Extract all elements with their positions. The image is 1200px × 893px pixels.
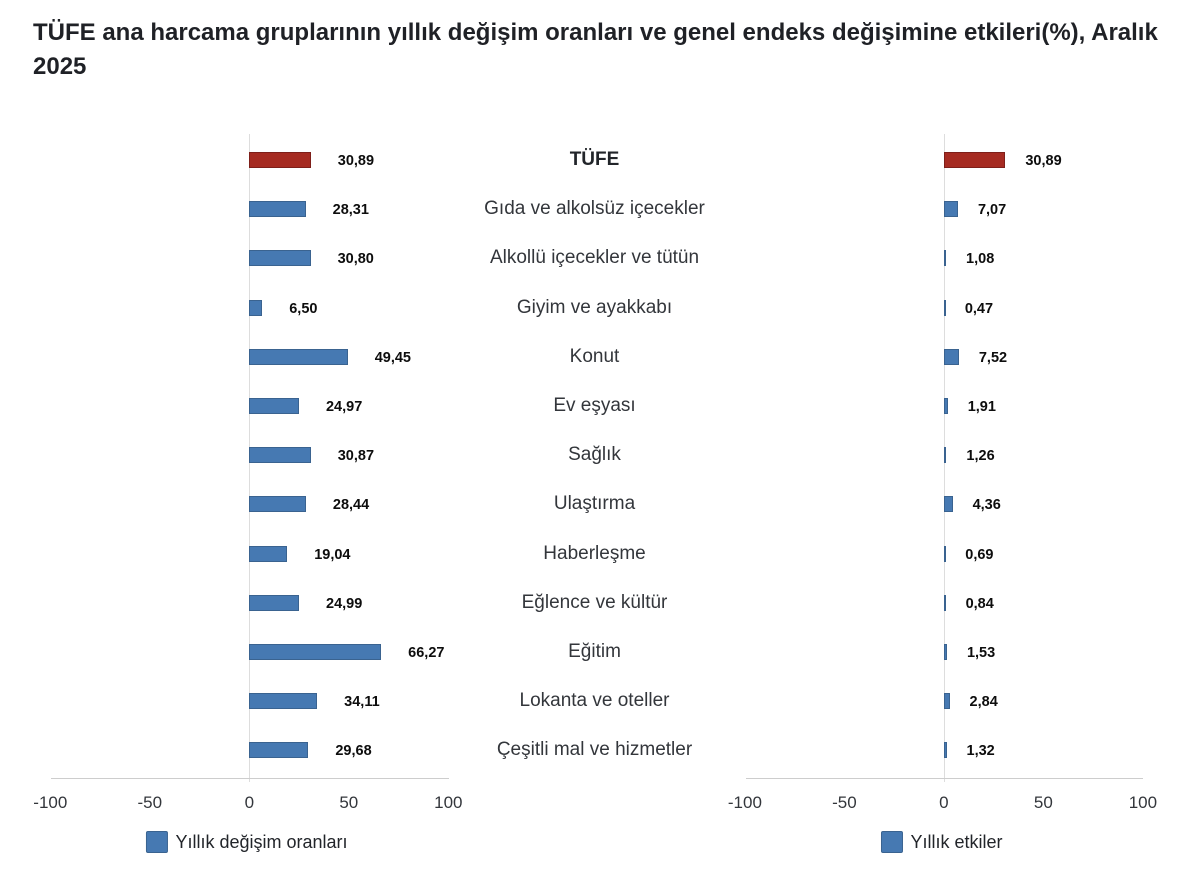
value-label-effects-lokanta-ve-oteller: 2,84 (969, 694, 998, 711)
category-label-cesitli-mal-ve-hizmetler: Çeşitli mal ve hizmetler (496, 739, 693, 761)
x-tick-label-effects: -50 (832, 793, 857, 812)
category-label-ulastirma: Ulaştırma (553, 493, 636, 515)
value-label-rates-saglik: 30,87 (337, 448, 375, 465)
x-tick-label-effects: 100 (1128, 793, 1158, 812)
bar-rates-saglik (249, 447, 311, 464)
legend-effects: Yıllık etkiler (880, 831, 1003, 853)
x-tick-label-effects: -100 (727, 793, 762, 812)
legend-label-effects: Yıllık etkiler (910, 831, 1003, 852)
bar-rates-eglence-ve-kultur (249, 594, 300, 611)
category-label-tufe: TÜFE (569, 148, 620, 170)
value-label-rates-giyim-ve-ayakkabi: 6,50 (289, 300, 318, 317)
value-label-effects-ulastirma: 4,36 (972, 497, 1001, 514)
bar-rates-tufe (249, 151, 311, 168)
legend-label-rates: Yıllık değişim oranları (175, 831, 348, 852)
category-label-ev-esyasi: Ev eşyası (553, 394, 636, 416)
bar-effects-ev-esyasi (943, 397, 948, 414)
category-label-konut: Konut (569, 345, 620, 367)
bar-effects-tufe (943, 151, 1006, 168)
value-label-effects-egitim: 1,53 (966, 644, 996, 661)
bar-effects-lokanta-ve-oteller (943, 693, 950, 710)
value-label-rates-haberlesme: 19,04 (314, 546, 351, 563)
x-tick-label-effects: 50 (1033, 793, 1053, 812)
category-label-gida-ve-alkolsuz-icecekler: Gıda ve alkolsüz içecekler (484, 198, 705, 220)
category-label-alkollu-icecekler-ve-tutun: Alkollü içecekler ve tütün (489, 247, 700, 269)
value-label-rates-konut: 49,45 (374, 349, 411, 366)
value-label-effects-konut: 7,52 (978, 349, 1008, 366)
value-label-rates-lokanta-ve-oteller: 34,11 (344, 694, 380, 711)
bar-effects-konut (943, 348, 959, 365)
value-label-effects-alkollu-icecekler-ve-tutun: 1,08 (966, 251, 995, 268)
value-label-effects-haberlesme: 0,69 (965, 546, 994, 563)
x-tick-label-rates: 100 (434, 793, 463, 812)
bar-rates-egitim (249, 643, 382, 660)
bar-effects-giyim-ve-ayakkabi (943, 299, 946, 316)
x-tick-label-effects: 0 (939, 793, 949, 812)
value-label-rates-ev-esyasi: 24,97 (325, 398, 363, 415)
value-label-effects-tufe: 30,89 (1025, 152, 1062, 169)
bar-effects-cesitli-mal-ve-hizmetler (943, 742, 947, 759)
value-label-effects-giyim-ve-ayakkabi: 0,47 (964, 300, 994, 317)
legend-swatch-rates (145, 831, 168, 853)
bar-rates-ulastirma (249, 496, 306, 513)
category-label-lokanta-ve-oteller: Lokanta ve oteller (519, 690, 670, 712)
value-label-effects-ev-esyasi: 1,91 (967, 398, 996, 415)
bar-rates-lokanta-ve-oteller (249, 693, 318, 710)
x-tick-label-rates: -50 (137, 793, 163, 812)
value-label-rates-gida-ve-alkolsuz-icecekler: 28,31 (332, 202, 369, 219)
category-label-haberlesme: Haberleşme (543, 542, 646, 564)
value-label-rates-egitim: 66,27 (408, 644, 445, 661)
category-label-giyim-ve-ayakkabi: Giyim ve ayakkabı (516, 296, 673, 318)
category-label-eglence-ve-kultur: Eğlence ve kültür (521, 591, 668, 613)
value-label-rates-tufe: 30,89 (337, 152, 375, 169)
bar-rates-ev-esyasi (249, 397, 299, 414)
chart-title: TÜFE ana harcama gruplarının yıllık deği… (33, 19, 1158, 80)
category-label-egitim: Eğitim (568, 640, 621, 662)
value-label-effects-saglik: 1,26 (966, 448, 995, 465)
value-label-effects-gida-ve-alkolsuz-icecekler: 7,07 (977, 202, 1007, 219)
bar-rates-giyim-ve-ayakkabi (249, 299, 263, 316)
x-axis-line-rates (50, 778, 449, 779)
bar-rates-cesitli-mal-ve-hizmetler (249, 742, 309, 759)
bar-effects-ulastirma (943, 496, 953, 513)
value-label-rates-ulastirma: 28,44 (332, 497, 370, 514)
bar-effects-alkollu-icecekler-ve-tutun (943, 250, 947, 267)
value-label-rates-cesitli-mal-ve-hizmetler: 29,68 (335, 743, 372, 760)
bar-rates-gida-ve-alkolsuz-icecekler (249, 201, 306, 218)
bar-effects-saglik (943, 447, 947, 464)
bar-effects-gida-ve-alkolsuz-icecekler (943, 201, 958, 218)
value-label-rates-eglence-ve-kultur: 24,99 (326, 595, 363, 612)
legend-swatch-effects (880, 831, 903, 853)
x-tick-label-rates: 50 (339, 793, 359, 812)
value-label-effects-eglence-ve-kultur: 0,84 (965, 595, 994, 612)
value-label-effects-cesitli-mal-ve-hizmetler: 1,32 (966, 743, 995, 760)
bar-rates-alkollu-icecekler-ve-tutun (249, 250, 311, 267)
legend-rates: Yıllık değişim oranları (145, 831, 348, 853)
bar-rates-haberlesme (249, 545, 288, 562)
bar-rates-konut (249, 348, 348, 365)
x-axis-line-effects (745, 778, 1143, 779)
bar-effects-egitim (943, 643, 947, 660)
x-tick-label-rates: -100 (33, 793, 68, 812)
bar-effects-haberlesme (943, 545, 946, 562)
x-tick-label-rates: 0 (244, 793, 255, 812)
value-label-rates-alkollu-icecekler-ve-tutun: 30,80 (337, 251, 374, 268)
bar-effects-eglence-ve-kultur (943, 594, 946, 611)
category-label-saglik: Sağlık (568, 444, 621, 466)
